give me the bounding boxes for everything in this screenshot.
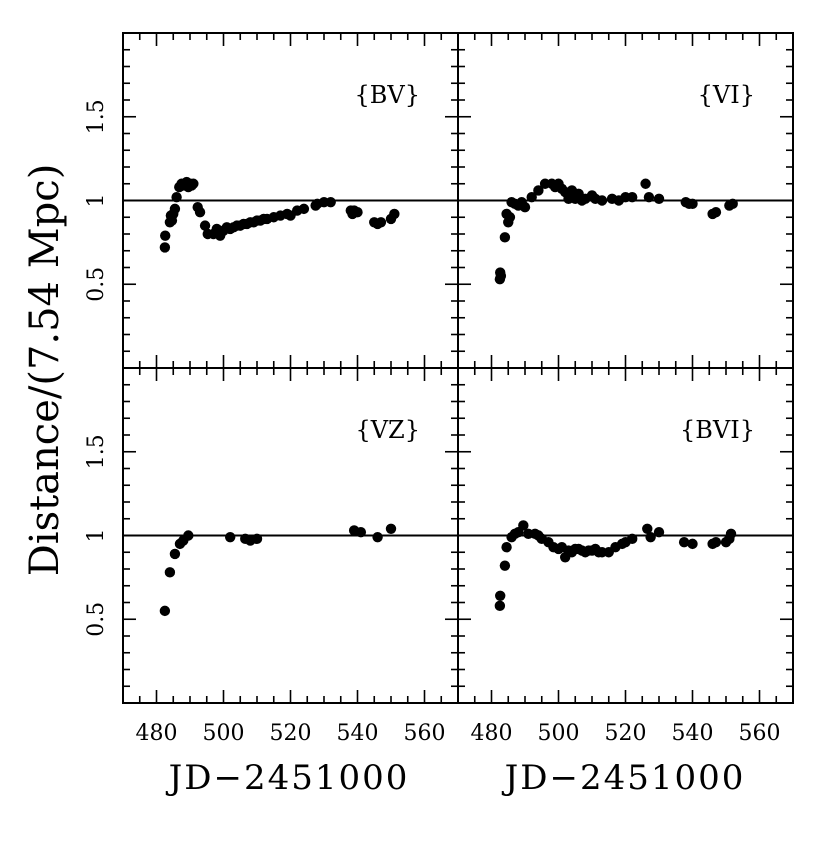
data-point bbox=[251, 533, 263, 545]
data-point bbox=[727, 198, 738, 210]
y-tick-label: 1 bbox=[84, 194, 109, 208]
data-point bbox=[687, 198, 698, 210]
data-point bbox=[642, 523, 653, 534]
panel-bv: 0.5 1 1.5 {BV} bbox=[84, 32, 459, 369]
data-point bbox=[169, 203, 181, 215]
panel-label: {BV} bbox=[354, 81, 420, 109]
x-tick-label: 520 bbox=[270, 721, 312, 746]
x-tick-label: 500 bbox=[203, 721, 245, 746]
x-axis-label-left: JD−2451000 bbox=[166, 758, 410, 798]
data-point bbox=[199, 220, 211, 231]
data-point bbox=[194, 207, 206, 218]
data-point bbox=[298, 203, 310, 215]
data-point bbox=[171, 191, 182, 203]
y-tick-label: 0.5 bbox=[84, 602, 109, 637]
data-point bbox=[725, 528, 737, 540]
data-point bbox=[499, 232, 511, 243]
data-point bbox=[504, 212, 516, 223]
data-point bbox=[389, 208, 400, 220]
y-tick-label: 0.5 bbox=[84, 267, 109, 302]
data-point bbox=[678, 537, 690, 548]
data-point bbox=[645, 531, 656, 543]
data-point bbox=[495, 590, 506, 601]
data-point bbox=[519, 202, 531, 213]
data-point bbox=[188, 178, 199, 189]
y-tick-label: 1.5 bbox=[84, 434, 109, 469]
data-point bbox=[518, 520, 529, 531]
panel-bvi: 480 500 520 540 560 {BVI} bbox=[457, 367, 794, 746]
data-point bbox=[526, 191, 537, 203]
panel-label: {VZ} bbox=[355, 416, 420, 444]
panel-label: {VI} bbox=[698, 81, 755, 109]
x-tick-label: 480 bbox=[136, 721, 178, 746]
data-point bbox=[627, 533, 638, 545]
data-point bbox=[159, 605, 171, 617]
data-point bbox=[596, 195, 608, 206]
x-axis-label-right: JD−2451000 bbox=[502, 758, 746, 798]
data-point bbox=[385, 523, 397, 534]
data-point bbox=[499, 560, 511, 571]
data-point bbox=[533, 185, 544, 196]
data-point bbox=[643, 191, 655, 203]
x-tick-label: 540 bbox=[672, 721, 714, 746]
data-point bbox=[627, 191, 638, 203]
panel-vi: {VI} bbox=[457, 32, 794, 369]
data-point bbox=[325, 196, 336, 208]
data-point bbox=[164, 567, 176, 578]
x-tick-label: 560 bbox=[739, 721, 781, 746]
data-point bbox=[372, 531, 383, 543]
panel-vz: 0.5 1 1.5 480 500 520 540 560 {VZ} bbox=[84, 367, 459, 746]
data-point bbox=[355, 526, 367, 538]
data-point bbox=[225, 531, 236, 543]
panel-label: {BVI} bbox=[680, 416, 755, 444]
data-point bbox=[183, 530, 194, 541]
data-point bbox=[501, 542, 512, 553]
data-point bbox=[710, 537, 722, 548]
data-point bbox=[160, 230, 171, 241]
y-axis-label: Distance/(7.54 Mpc) bbox=[22, 164, 68, 577]
x-tick-label: 540 bbox=[337, 721, 379, 746]
x-tick-label: 500 bbox=[538, 721, 580, 746]
x-tick-label: 520 bbox=[605, 721, 647, 746]
data-point bbox=[640, 178, 651, 189]
y-tick-label: 1.5 bbox=[84, 99, 109, 134]
x-tick-label: 560 bbox=[404, 721, 446, 746]
data-point bbox=[375, 217, 387, 228]
data-point bbox=[352, 207, 363, 218]
y-tick-label: 1 bbox=[84, 529, 109, 543]
data-point bbox=[687, 538, 698, 550]
data-point bbox=[494, 600, 506, 612]
data-point bbox=[653, 526, 665, 538]
data-point bbox=[169, 548, 181, 560]
data-point bbox=[159, 242, 171, 253]
x-tick-label: 480 bbox=[471, 721, 513, 746]
data-point bbox=[495, 270, 507, 282]
data-point bbox=[710, 207, 722, 218]
data-point bbox=[653, 193, 665, 205]
